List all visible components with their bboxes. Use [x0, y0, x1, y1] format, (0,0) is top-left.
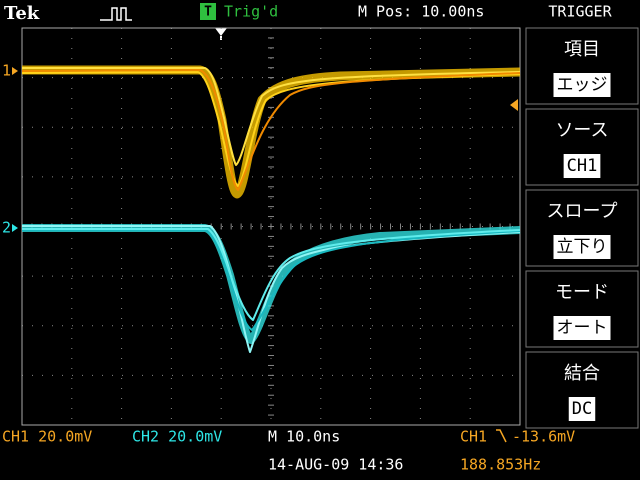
menu-item-value-box: [563, 154, 601, 178]
ch1-marker: 1: [2, 62, 11, 80]
menu-item-value-box: [553, 316, 611, 340]
trigger-level: -13.6mV: [512, 428, 575, 446]
trigger-icon-box: [200, 3, 216, 20]
menu-item-value: DC: [572, 399, 592, 419]
trigger-position-marker: [215, 28, 227, 40]
menu-title: TRIGGER: [548, 3, 612, 21]
ch1-waveform: [21, 65, 521, 199]
ch2-marker-arrow: [12, 224, 18, 232]
menu-item-value-box: [568, 397, 596, 421]
menu-item-label: モード: [555, 282, 609, 303]
menu-item-frame: [525, 27, 639, 105]
menu-item-label: 項目: [564, 39, 600, 60]
trigger-icon: T: [204, 5, 212, 20]
ch1-trace: [22, 67, 521, 166]
timebase: M 10.0ns: [268, 428, 340, 446]
menu-item-frame: [525, 189, 639, 267]
ch1-scale: CH1 20.0mV: [2, 428, 92, 446]
menu-item-value: オート: [557, 318, 608, 338]
menu-item-value-box: [553, 73, 611, 97]
ch2-trace: [22, 228, 521, 321]
trigger-level-marker: [510, 99, 518, 111]
slope-icon: [496, 429, 507, 443]
horizontal-position: M Pos: 10.00ns: [358, 3, 484, 21]
trigger-frequency: 188.853Hz: [460, 456, 541, 474]
ch2-scale: CH2 20.0mV: [132, 428, 222, 446]
trigger-source: CH1: [460, 428, 487, 446]
ch1-marker-arrow: [12, 67, 18, 75]
ch2-trace: [22, 229, 521, 331]
menu-item-value: エッジ: [557, 75, 608, 95]
brand: Tek: [4, 3, 40, 24]
menu-item-value-box: [553, 235, 611, 259]
menu-item-frame: [525, 108, 639, 186]
date-time: 14-AUG-09 14:36: [268, 456, 403, 474]
ch2-waveform: [22, 224, 521, 353]
menu-item-value: 立下り: [557, 237, 608, 257]
menu-item-label: ソース: [555, 120, 608, 141]
menu-item-frame: [525, 270, 639, 348]
menu-item-frame: [525, 351, 639, 429]
acquire-icon: [100, 7, 132, 21]
menu-item-label: スロープ: [547, 201, 618, 222]
menu-item-label: 結合: [564, 363, 600, 384]
trigger-state: Trig'd: [224, 3, 278, 21]
ch2-marker: 2: [2, 219, 11, 237]
menu-item-value: CH1: [567, 156, 598, 176]
ch1-trace: [21, 69, 521, 191]
